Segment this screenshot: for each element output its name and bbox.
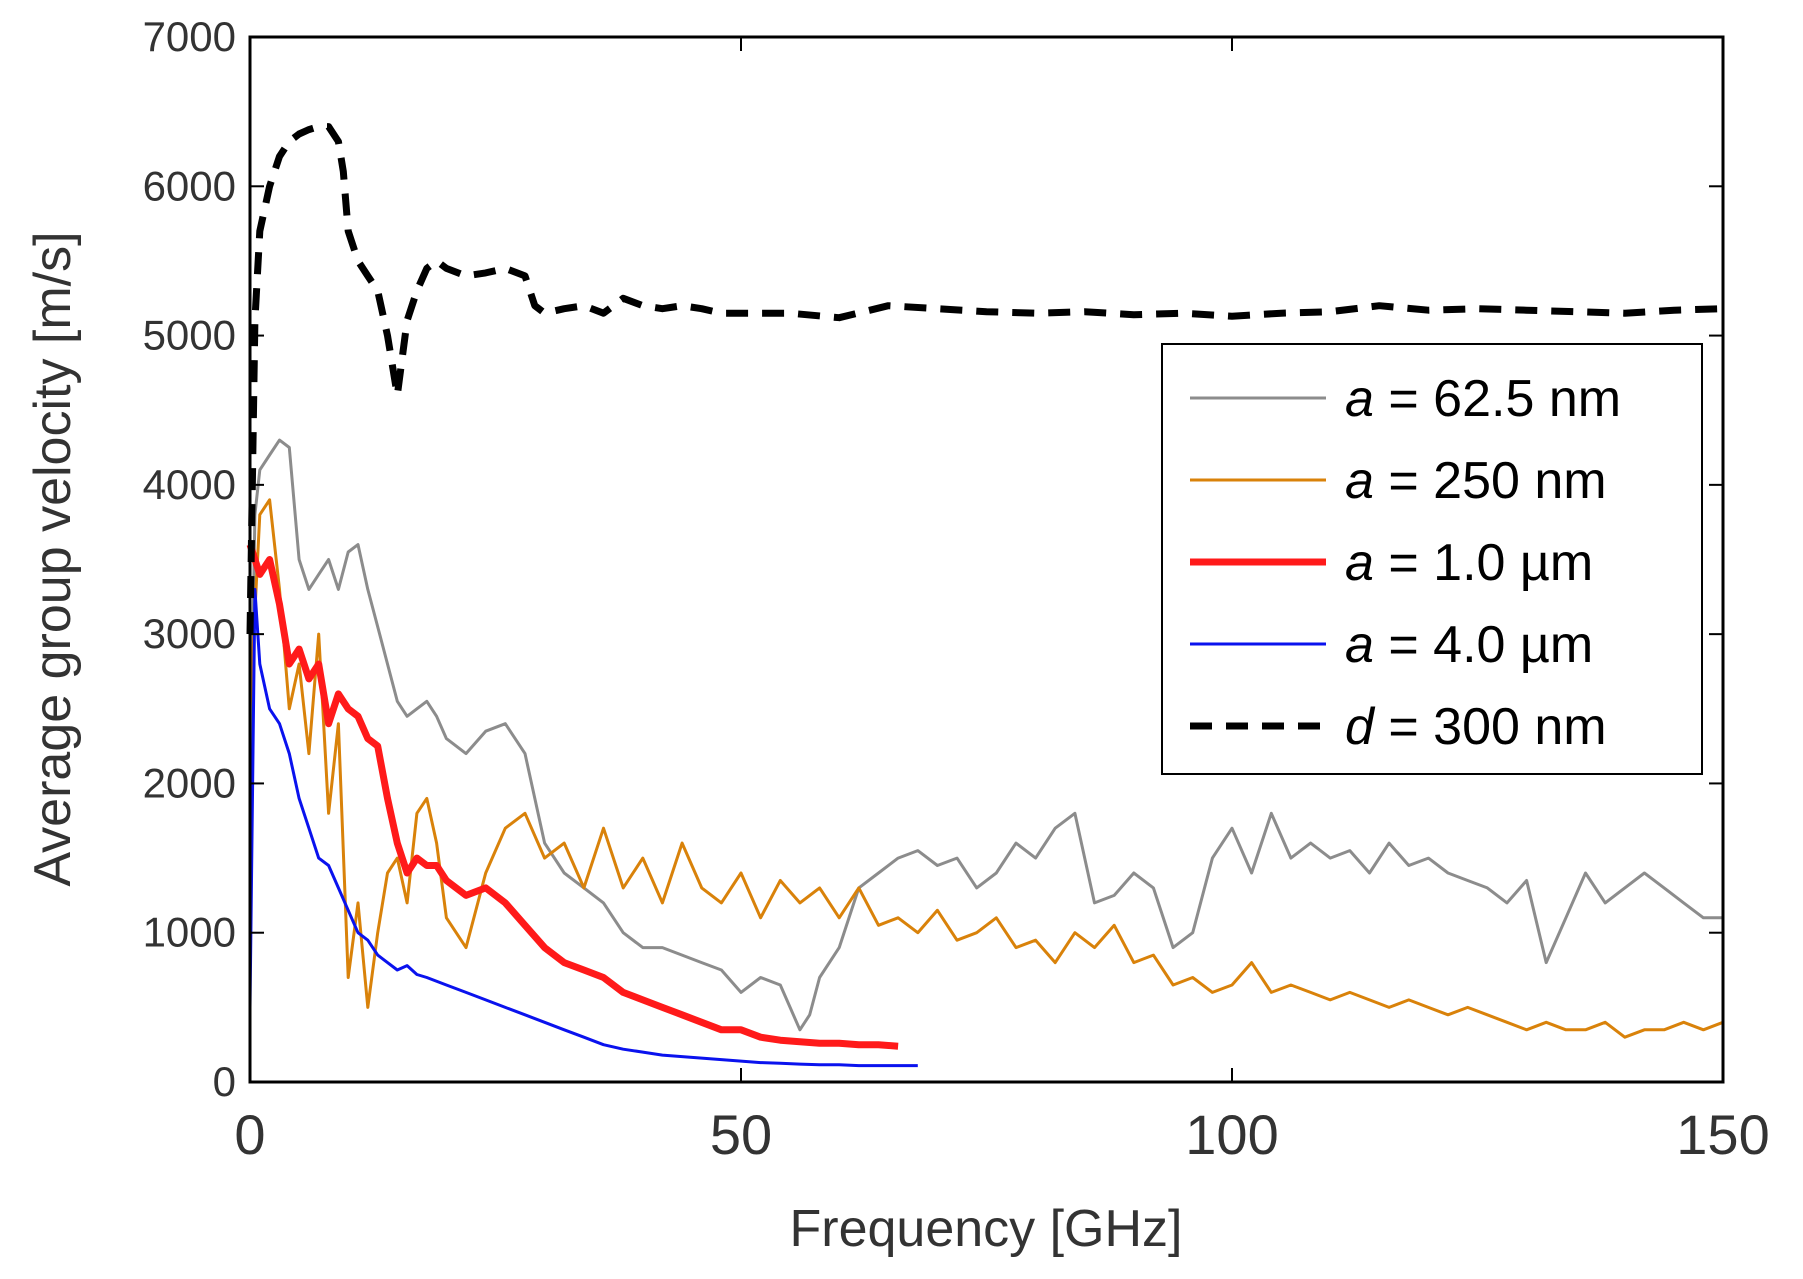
series-line-s3 bbox=[246, 543, 899, 1050]
y-tick-label: 5000 bbox=[143, 312, 236, 359]
legend-label-s3: a = 1.0 µm bbox=[1345, 534, 1593, 592]
legend-label-s4: a = 4.0 µm bbox=[1345, 616, 1593, 674]
legend-label-s1: a = 62.5 nm bbox=[1345, 370, 1621, 428]
y-tick-label: 6000 bbox=[143, 162, 236, 209]
x-tick-label: 50 bbox=[710, 1103, 772, 1166]
y-tick-label: 4000 bbox=[143, 461, 236, 508]
tick-layer: 0 1000 2000 3000 4000 5000 6000 7000 0 50 100 150 bbox=[143, 13, 1770, 1166]
x-tick-label: 150 bbox=[1676, 1103, 1769, 1166]
legend-label-s5: d = 300 nm bbox=[1345, 698, 1607, 756]
y-tick-label: 0 bbox=[213, 1058, 236, 1105]
plot-frame bbox=[248, 35, 1725, 1084]
y-tick-label: 7000 bbox=[143, 13, 236, 60]
y-tick-label: 1000 bbox=[143, 909, 236, 956]
y-tick-label: 2000 bbox=[143, 759, 236, 806]
series-line-s2 bbox=[248, 498, 1724, 1039]
legend-entries: a = 62.5 nm a = 250 nm a = 1.0 µm a = 4.0 µ… bbox=[1190, 370, 1621, 756]
legend: a = 62.5 nm a = 250 nm a = 1.0 µm a = 4.0 µ… bbox=[1161, 343, 1703, 775]
series-line-s4 bbox=[248, 587, 918, 1068]
x-tick-label: 100 bbox=[1185, 1103, 1278, 1166]
x-tick-label: 0 bbox=[234, 1103, 265, 1166]
legend-label-s2: a = 250 nm bbox=[1345, 452, 1607, 510]
y-axis-label: Average group velocity [m/s] bbox=[24, 231, 82, 886]
y-tick-label: 3000 bbox=[143, 610, 236, 657]
series-line-s5 bbox=[246, 123, 1724, 635]
x-axis-label: Frequency [GHz] bbox=[789, 1200, 1182, 1258]
series-layer bbox=[246, 123, 1724, 1068]
